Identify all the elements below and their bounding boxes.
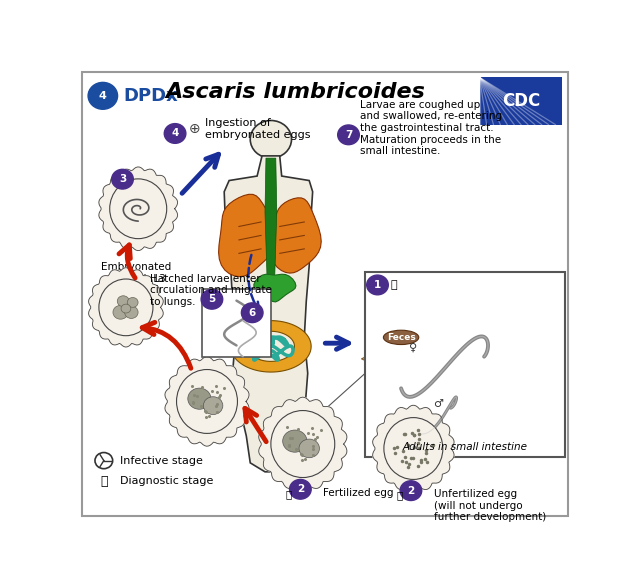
Ellipse shape	[384, 330, 419, 345]
Circle shape	[127, 297, 138, 307]
Text: 4: 4	[99, 91, 107, 101]
Text: 7: 7	[345, 130, 353, 140]
Polygon shape	[89, 268, 163, 347]
Circle shape	[242, 303, 263, 322]
Circle shape	[366, 275, 388, 295]
Circle shape	[117, 296, 129, 307]
Circle shape	[124, 306, 138, 318]
Polygon shape	[270, 198, 321, 273]
FancyBboxPatch shape	[365, 272, 565, 457]
Circle shape	[201, 289, 223, 309]
Ellipse shape	[176, 370, 238, 434]
Text: 1: 1	[374, 280, 381, 290]
Text: 2: 2	[297, 484, 304, 494]
Text: Unfertilized egg
(will not undergo
further development): Unfertilized egg (will not undergo furth…	[434, 489, 547, 523]
Circle shape	[164, 123, 186, 143]
Text: 🔬: 🔬	[100, 475, 108, 488]
Circle shape	[88, 83, 117, 109]
Circle shape	[283, 430, 307, 452]
Circle shape	[250, 120, 292, 158]
Circle shape	[338, 125, 359, 145]
Text: 5: 5	[209, 294, 216, 304]
Text: Larvae are coughed up
and swallowed, re-entering
the gastrointestinal tract.
Mat: Larvae are coughed up and swallowed, re-…	[360, 100, 502, 157]
Text: Fertilized egg: Fertilized egg	[323, 488, 394, 498]
Polygon shape	[265, 158, 277, 275]
Text: Ingestion of
embryonated eggs: Ingestion of embryonated eggs	[205, 118, 310, 140]
Text: DPDx: DPDx	[124, 87, 178, 105]
Polygon shape	[233, 321, 311, 372]
Ellipse shape	[271, 410, 335, 478]
Circle shape	[204, 397, 223, 414]
Circle shape	[113, 306, 128, 319]
Text: ⊕: ⊕	[188, 122, 200, 136]
Circle shape	[188, 388, 211, 409]
Text: 6: 6	[249, 308, 256, 318]
Text: Infective stage: Infective stage	[120, 456, 203, 466]
Polygon shape	[165, 357, 249, 446]
Text: ♀: ♀	[410, 343, 417, 353]
Text: 2: 2	[407, 485, 415, 496]
Text: 3: 3	[119, 174, 126, 184]
Ellipse shape	[110, 179, 167, 239]
Polygon shape	[259, 397, 347, 491]
Text: Adults in small intestine: Adults in small intestine	[403, 442, 527, 452]
Text: 🔬: 🔬	[286, 489, 292, 499]
Text: CDC: CDC	[502, 92, 540, 110]
Polygon shape	[219, 194, 277, 276]
Circle shape	[400, 481, 422, 501]
Text: Feces: Feces	[387, 333, 415, 342]
Circle shape	[112, 169, 133, 189]
Text: Embryonated
egg with L3
larva: Embryonated egg with L3 larva	[101, 262, 171, 295]
Text: 🔬: 🔬	[391, 280, 397, 290]
Text: Hatched larvae enter
circulation and migrate
to lungs.: Hatched larvae enter circulation and mig…	[150, 274, 273, 307]
Polygon shape	[99, 167, 178, 251]
FancyBboxPatch shape	[202, 289, 271, 357]
Circle shape	[290, 480, 311, 499]
Text: 4: 4	[171, 129, 179, 139]
Polygon shape	[224, 156, 313, 472]
Text: Ascaris lumbricoides: Ascaris lumbricoides	[165, 83, 425, 102]
Polygon shape	[362, 339, 438, 374]
Text: 🔬: 🔬	[396, 491, 403, 501]
FancyBboxPatch shape	[480, 77, 562, 125]
Text: ♂: ♂	[433, 399, 443, 409]
Ellipse shape	[384, 418, 443, 480]
Circle shape	[299, 439, 320, 457]
Circle shape	[121, 304, 131, 313]
Polygon shape	[373, 405, 454, 492]
Ellipse shape	[99, 279, 153, 336]
Text: Diagnostic stage: Diagnostic stage	[120, 476, 214, 486]
Polygon shape	[254, 274, 296, 302]
